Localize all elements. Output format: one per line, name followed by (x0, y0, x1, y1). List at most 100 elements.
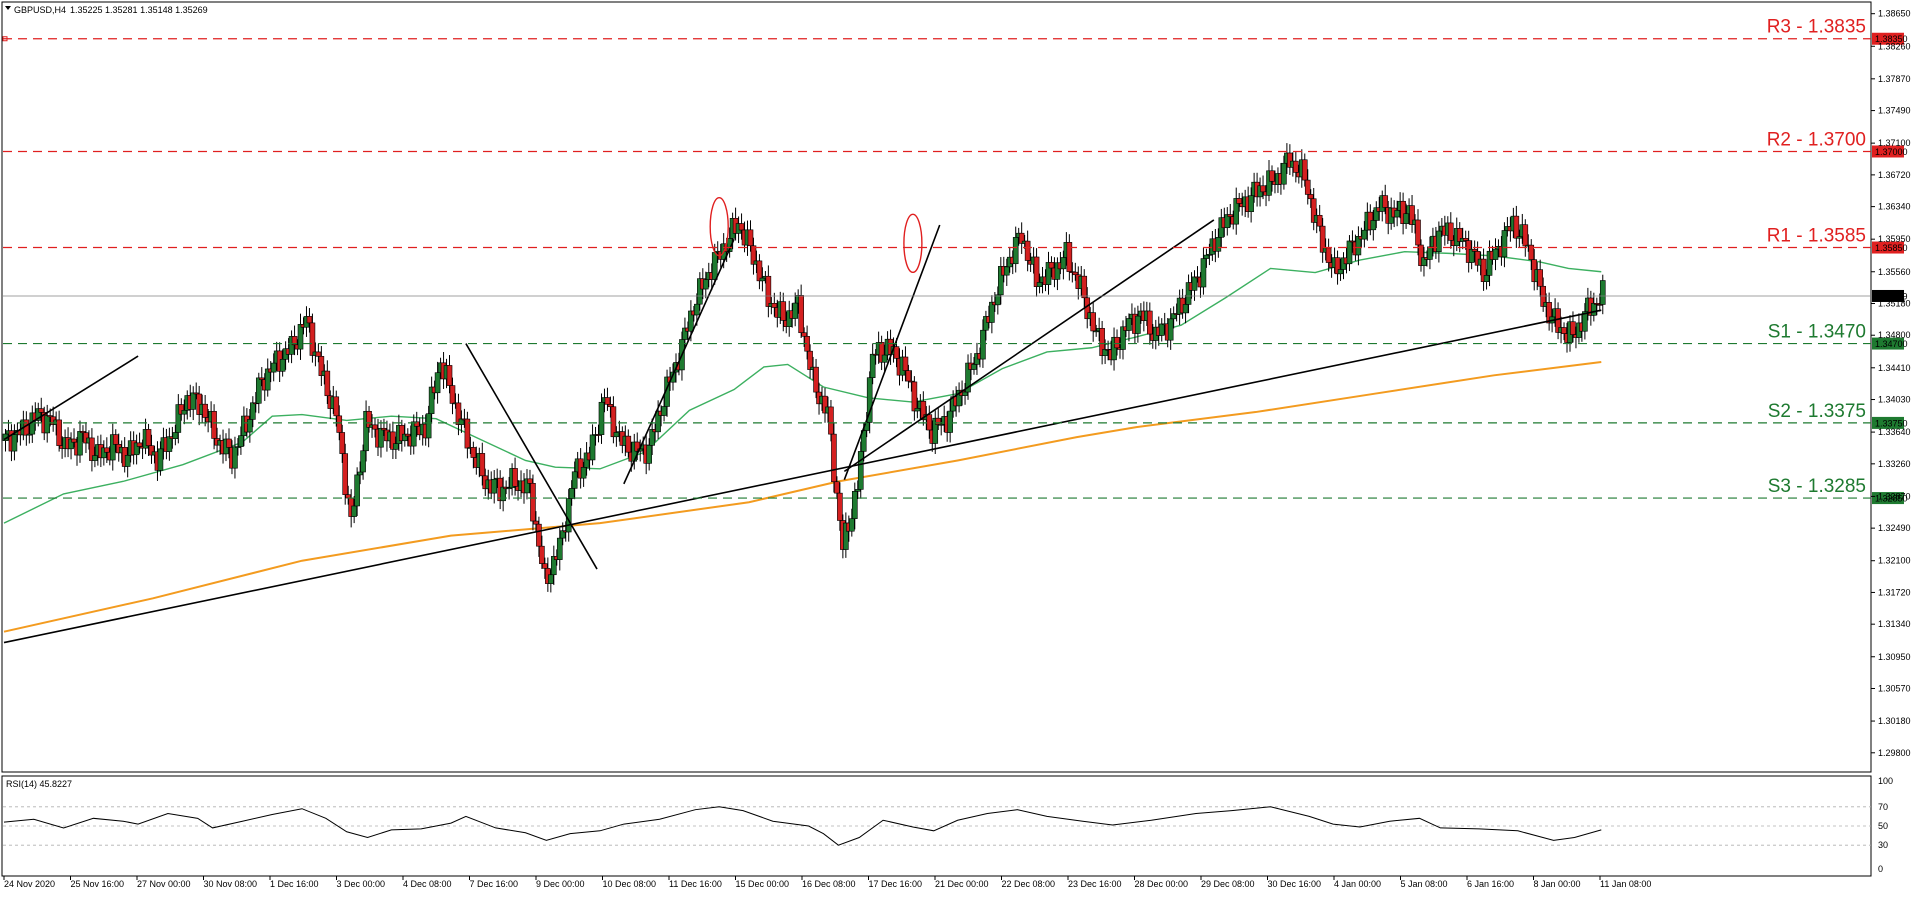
y-tick-label: 1.32490 (1878, 523, 1911, 533)
moving-averages (3, 251, 1602, 633)
ma-slow-line (3, 360, 1602, 633)
candle (1081, 269, 1088, 308)
candle-body (1370, 220, 1377, 231)
candle-body (1260, 185, 1266, 193)
candle-body (297, 324, 304, 350)
candle-body (902, 356, 909, 371)
candle (297, 313, 304, 360)
candle-body (1060, 257, 1067, 270)
y-tick-label: 1.30570 (1878, 683, 1911, 693)
candle-body (145, 429, 152, 446)
y-tick-label: 1.30180 (1878, 716, 1911, 726)
candle-body (1120, 326, 1126, 350)
candle-body (947, 410, 953, 433)
candle (1167, 308, 1174, 350)
candle-body (568, 488, 575, 499)
candle-body (1337, 269, 1344, 275)
candle-body (565, 498, 572, 533)
candle-body (1427, 246, 1433, 260)
level-label-s3: S3 - 1.3285 (1768, 476, 1866, 497)
level-label-s1: S1 - 1.3470 (1768, 322, 1866, 343)
y-tick-label: 1.38650 (1878, 9, 1911, 19)
candle-body (625, 435, 632, 453)
candle (1599, 274, 1606, 315)
candle (1090, 301, 1096, 342)
candle-body (226, 438, 232, 448)
candle-body (1346, 240, 1353, 265)
trendline (843, 219, 1215, 473)
candle (869, 343, 876, 385)
candle-body (1522, 224, 1529, 247)
candle-body (1436, 230, 1442, 252)
candle-body (905, 370, 912, 382)
candle-body (378, 427, 384, 448)
candle-body (1591, 303, 1597, 316)
candle-body (926, 414, 933, 431)
highlight-ellipse (709, 196, 729, 257)
candle (1501, 222, 1508, 268)
candle (1248, 187, 1254, 223)
candle (1066, 234, 1073, 281)
candle (464, 411, 471, 459)
x-tick-label: 24 Nov 2020 (4, 879, 55, 889)
candle (354, 467, 360, 517)
candle-body (580, 467, 587, 479)
candle-body (869, 353, 876, 378)
candle-body (1483, 275, 1490, 282)
candle (837, 482, 843, 531)
candle-body (470, 447, 477, 458)
candle-body (1203, 254, 1210, 259)
candle-body (315, 351, 322, 357)
rsi-tick-label: 0 (1878, 864, 1883, 874)
trendlines (3, 196, 1602, 644)
candle-body (1036, 282, 1043, 287)
candle-body (1394, 210, 1400, 218)
candle-body (1325, 247, 1332, 263)
candle-body (306, 316, 313, 324)
candle-body (989, 301, 995, 323)
x-tick-label: 8 Jan 00:00 (1534, 879, 1581, 889)
candle-body (607, 404, 614, 408)
candle-body (759, 277, 766, 282)
candle (309, 313, 316, 363)
price-axis: 1.38650 1.38260 1.37870 1.37490 1.37100 1.367… (1871, 9, 1911, 758)
level-price-box (1872, 337, 1904, 350)
x-tick-label: 11 Dec 16:00 (669, 879, 722, 889)
candle-body (604, 397, 611, 405)
candle-body (360, 450, 366, 473)
candle-body (1236, 198, 1243, 204)
level-price-box-label: 1.35850 (1875, 243, 1908, 253)
candle-body (446, 365, 453, 386)
candle-body (172, 432, 179, 439)
candle-body (1447, 222, 1454, 241)
candle-body (1033, 256, 1040, 287)
level-price-box (1872, 145, 1904, 158)
y-tick-label: 1.36720 (1878, 170, 1911, 180)
candle (190, 386, 197, 421)
candle-body (92, 455, 98, 461)
candle-body (539, 545, 545, 564)
y-tick-label: 1.34030 (1878, 395, 1911, 405)
y-tick-label: 1.33640 (1878, 427, 1911, 437)
candle-body (834, 481, 840, 494)
candle-body (849, 518, 855, 532)
y-tick-label: 1.37870 (1878, 74, 1911, 84)
x-tick-label: 29 Dec 08:00 (1201, 879, 1255, 889)
candle (77, 420, 83, 463)
candle-body (536, 523, 542, 547)
candle-body (190, 392, 197, 410)
candle (866, 371, 873, 434)
current-price-box (1872, 289, 1904, 302)
candle (1304, 169, 1311, 205)
x-tick-label: 28 Dec 00:00 (1135, 879, 1189, 889)
x-tick-label: 3 Dec 00:00 (337, 879, 386, 889)
dropdown-triangle-icon[interactable] (5, 6, 11, 10)
candle-body (1215, 237, 1222, 252)
x-tick-label: 15 Dec 00:00 (736, 879, 790, 889)
candle-body (324, 370, 331, 397)
candle-body (1382, 195, 1389, 208)
candle-body (393, 443, 399, 450)
rsi-tick-label: 50 (1878, 821, 1888, 831)
